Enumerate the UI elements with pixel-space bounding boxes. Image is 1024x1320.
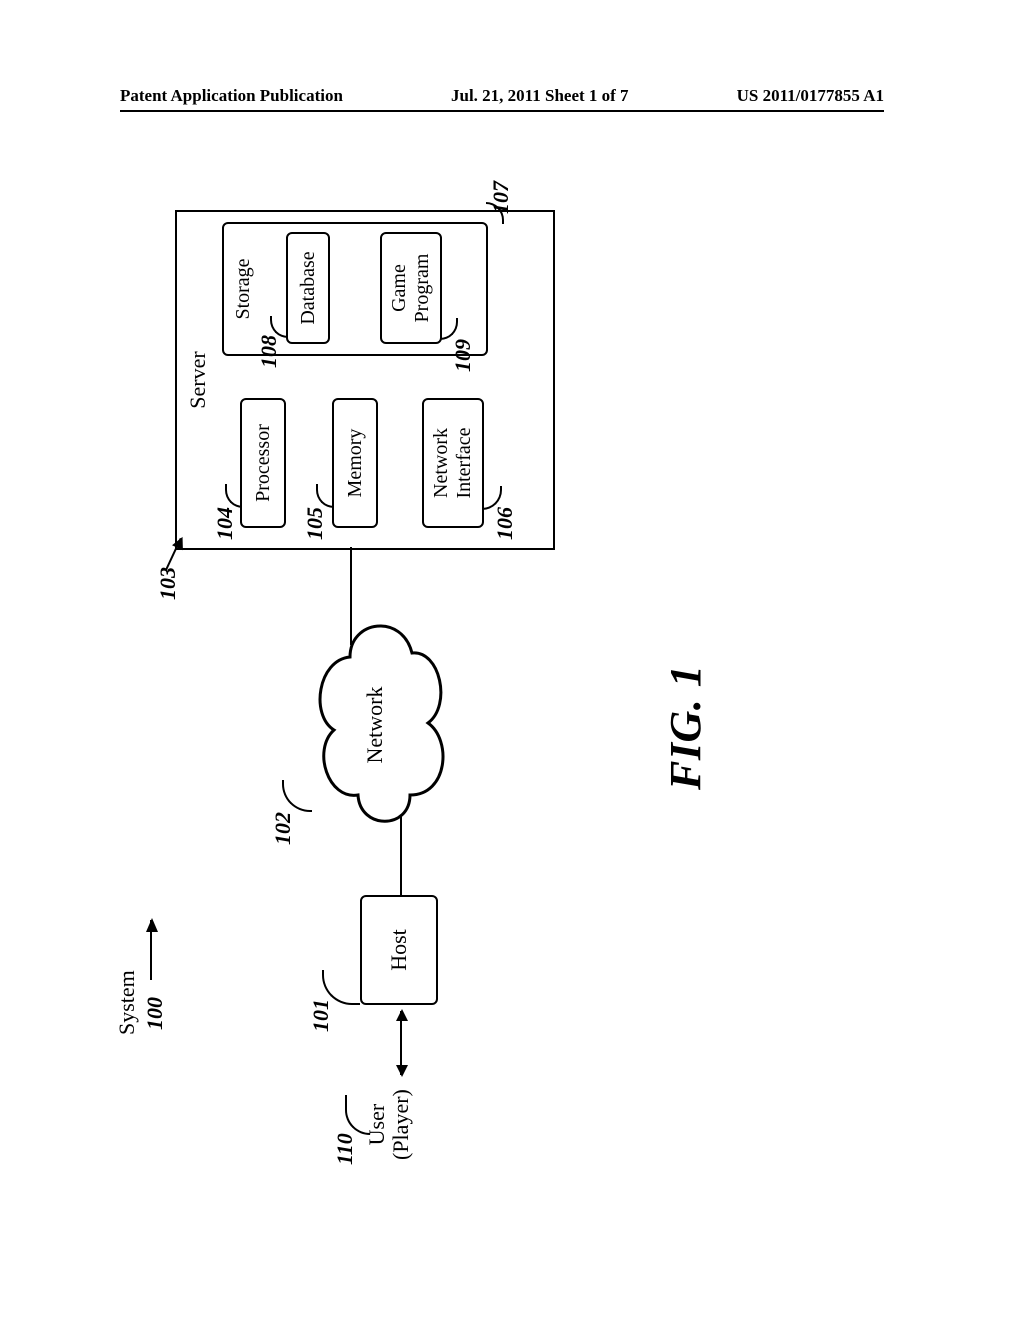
double-arrow-icon xyxy=(400,1011,402,1075)
game-box: Game Program xyxy=(380,232,442,344)
figure: System 100 110 User (Player) 101 Host 10… xyxy=(100,180,870,1210)
database-box: Database xyxy=(286,232,330,344)
page-header: Patent Application Publication Jul. 21, … xyxy=(120,86,884,112)
game-label: Game Program xyxy=(388,254,434,323)
network-label: Network xyxy=(362,615,388,835)
network-cloud: Network xyxy=(300,615,460,835)
netif-ref: 106 xyxy=(492,507,518,540)
arrow-icon xyxy=(150,920,152,980)
host-label: Host xyxy=(386,929,412,971)
host-box: Host xyxy=(360,895,438,1005)
memory-label: Memory xyxy=(344,429,367,498)
netif-label: Network Interface xyxy=(430,427,476,498)
game-ref: 109 xyxy=(450,339,476,372)
user-ref: 110 xyxy=(332,1133,358,1165)
header-right: US 2011/0177855 A1 xyxy=(737,86,884,110)
user-label: User (Player) xyxy=(365,1089,413,1160)
system-ref: 100 xyxy=(142,997,168,1030)
processor-box: Processor xyxy=(240,398,286,528)
header-left: Patent Application Publication xyxy=(120,86,343,110)
database-label: Database xyxy=(297,251,320,324)
server-label: Server xyxy=(185,351,211,408)
netif-box: Network Interface xyxy=(422,398,484,528)
header-center: Jul. 21, 2011 Sheet 1 of 7 xyxy=(451,86,629,110)
memory-box: Memory xyxy=(332,398,378,528)
storage-label: Storage xyxy=(232,224,255,354)
edge-network-server xyxy=(350,547,352,645)
processor-label: Processor xyxy=(252,424,275,502)
processor-ref: 104 xyxy=(212,507,238,540)
user-label-text: User (Player) xyxy=(364,1089,413,1160)
figure-stage: System 100 110 User (Player) 101 Host 10… xyxy=(0,310,1000,1080)
memory-ref: 105 xyxy=(302,507,328,540)
database-ref: 108 xyxy=(256,335,282,368)
network-ref: 102 xyxy=(270,812,296,845)
host-ref: 101 xyxy=(308,999,334,1032)
system-label: System xyxy=(115,970,139,1035)
figure-caption: FIG. 1 xyxy=(660,665,711,790)
server-ref: 103 xyxy=(155,567,181,600)
